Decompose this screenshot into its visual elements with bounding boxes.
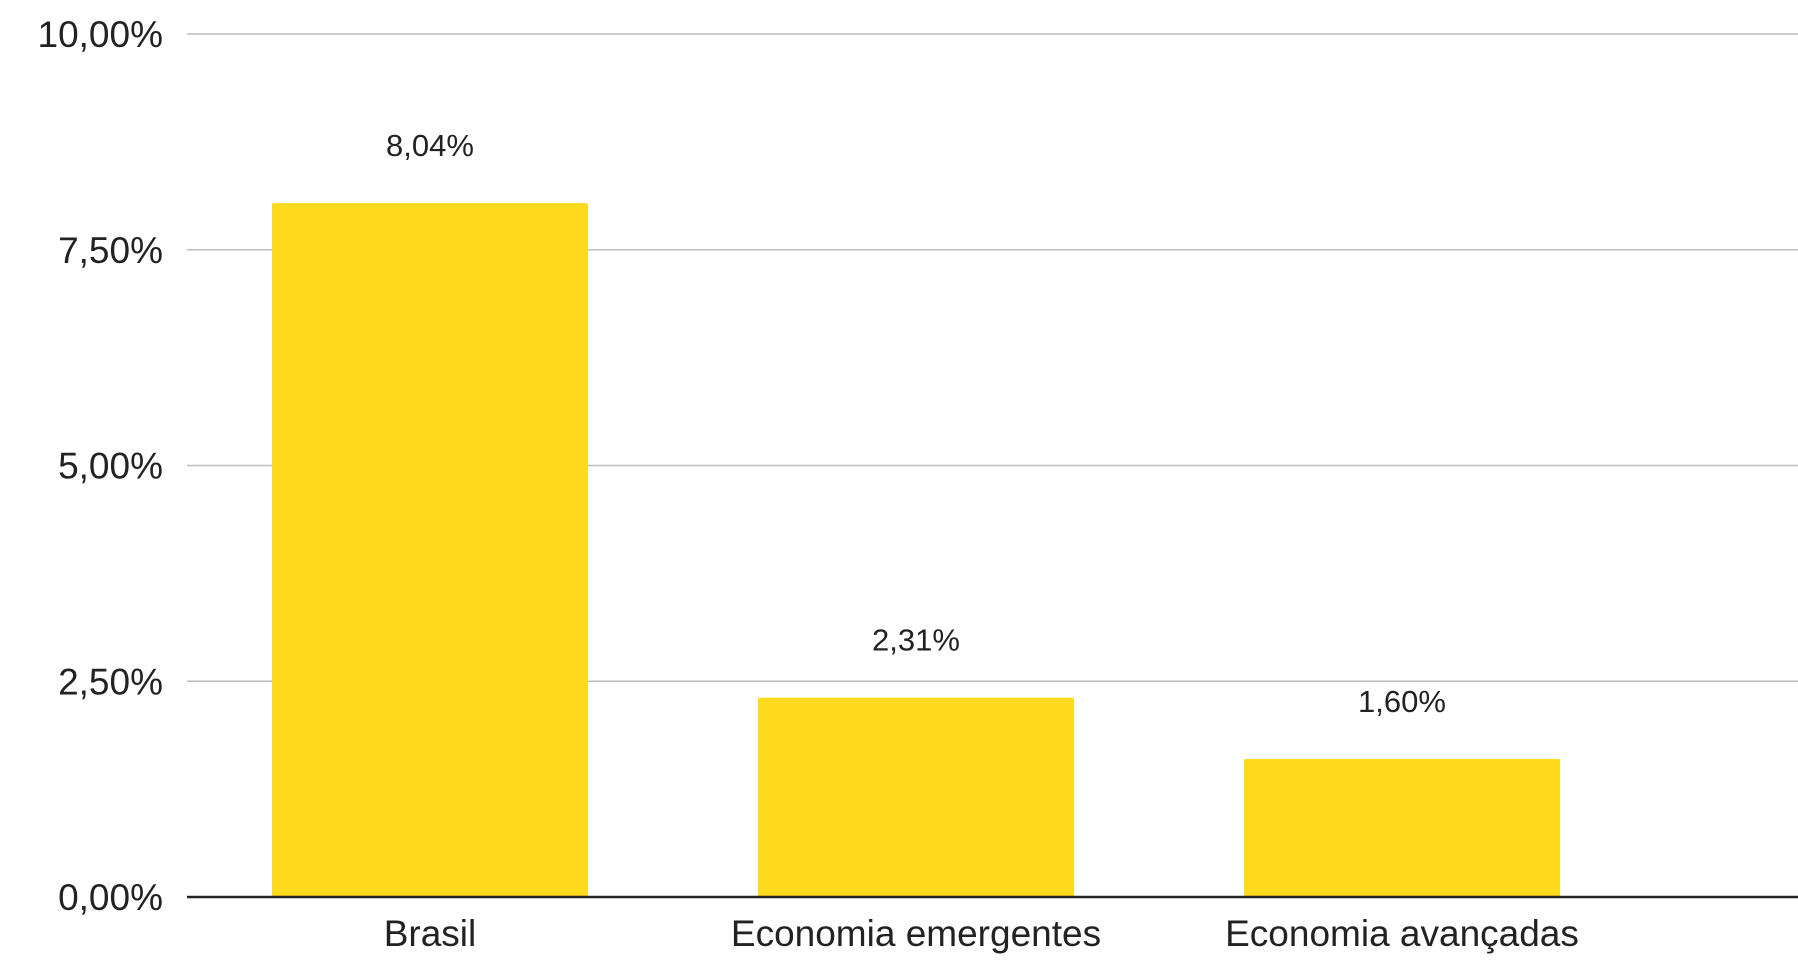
bars <box>272 203 1560 897</box>
bar-value-label: 1,60% <box>1358 684 1446 719</box>
data-labels: 8,04% 2,31% 1,60% <box>386 128 1446 719</box>
x-axis: Brasil Economia emergentes Economia avança… <box>187 895 1798 954</box>
bar <box>1244 758 1560 897</box>
y-tick-label: 0,00% <box>58 877 163 918</box>
y-tick-label: 7,50% <box>58 230 163 271</box>
x-category-label: Brasil <box>384 913 477 954</box>
bar <box>272 203 588 897</box>
bar-value-label: 2,31% <box>872 623 960 658</box>
y-axis: 0,00% 2,50% 5,00% 7,50% 10,00% <box>38 14 164 918</box>
y-tick-label: 5,00% <box>58 446 163 487</box>
bar <box>758 697 1074 897</box>
y-tick-label: 10,00% <box>38 14 164 55</box>
x-category-label: Economia emergentes <box>731 913 1101 954</box>
y-tick-label: 2,50% <box>58 661 163 702</box>
bar-value-label: 8,04% <box>386 128 474 163</box>
x-category-label: Economia avançadas <box>1225 913 1579 954</box>
